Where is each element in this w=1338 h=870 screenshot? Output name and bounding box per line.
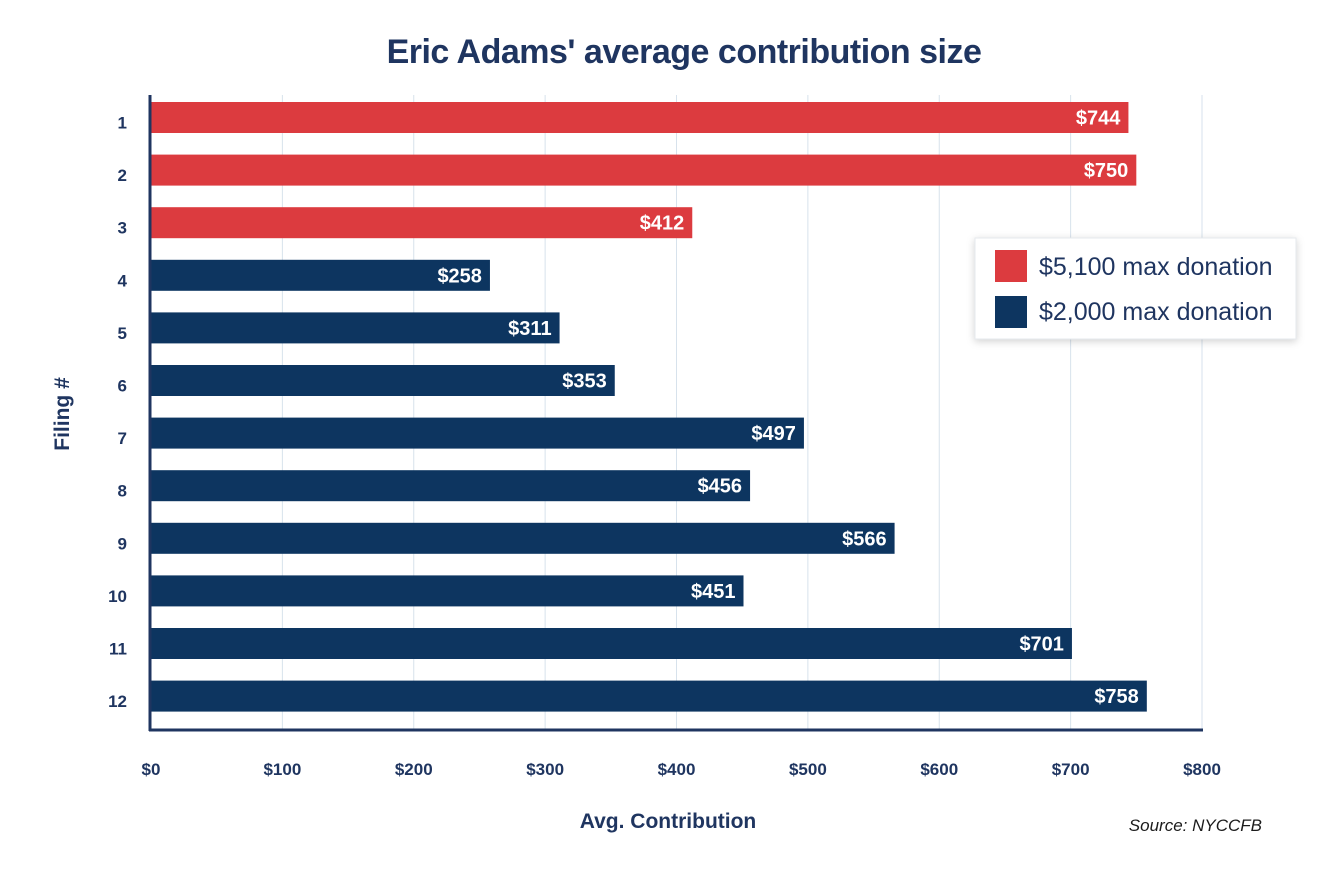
bar-value-label: $311: [508, 318, 551, 340]
bar: [151, 522, 895, 554]
bar: [151, 312, 560, 344]
x-tick-labels: $0 $100 $200 $300 $400 $500 $600 $700 $800: [142, 760, 1221, 779]
bar: [151, 575, 744, 607]
bar: [151, 365, 615, 396]
x-tick-label: $400: [658, 760, 696, 779]
bar-value-label: $456: [698, 476, 743, 498]
y-tick-label: 12: [108, 692, 127, 711]
x-tick-label: $600: [920, 760, 958, 779]
legend-swatch-red: [995, 250, 1027, 282]
legend-swatch-navy: [995, 296, 1027, 328]
y-axis-label: Filing #: [51, 377, 74, 451]
legend-box: [974, 237, 1297, 340]
legend-label-2000: $2,000 max donation: [1039, 298, 1273, 326]
bar: [151, 154, 1137, 186]
y-tick-label: 4: [118, 271, 128, 290]
y-tick-label: 11: [109, 640, 127, 659]
y-tick-label: 10: [108, 587, 127, 606]
bar-value-label: $258: [437, 265, 482, 287]
y-tick-label: 6: [118, 377, 127, 396]
bar-value-label: $750: [1084, 160, 1129, 182]
grid-lines: [281, 95, 1203, 731]
legend: $5,100 max donation $2,000 max donation: [974, 237, 1297, 340]
legend-label-5100: $5,100 max donation: [1039, 253, 1273, 281]
bar: [151, 680, 1147, 712]
y-tick-label: 9: [118, 534, 127, 553]
bar-value-label: $566: [842, 528, 887, 550]
bar: [151, 628, 1072, 659]
bar-value-label: $758: [1094, 686, 1139, 708]
x-tick-label: $300: [526, 760, 564, 779]
chart-title: Eric Adams' average contribution size: [387, 33, 982, 71]
y-tick-label: 3: [118, 219, 127, 238]
bar: [151, 470, 751, 502]
y-tick-label: 1: [118, 114, 127, 133]
bar: [151, 259, 490, 291]
bar-value-label: $744: [1076, 108, 1121, 130]
source-note: Source: NYCCFB: [1129, 816, 1262, 835]
x-tick-label: $700: [1052, 760, 1090, 779]
x-tick-label: $0: [142, 760, 161, 779]
bars: [151, 102, 1147, 712]
bar-value-label: $412: [640, 213, 685, 235]
y-tick-label: 5: [118, 324, 127, 343]
y-tick-label: 8: [118, 482, 127, 501]
x-tick-label: $500: [789, 760, 827, 779]
x-tick-label: $100: [263, 760, 301, 779]
bar-value-label: $451: [691, 581, 736, 603]
x-tick-label: $200: [395, 760, 433, 779]
bar-value-label: $497: [751, 423, 796, 445]
bar: [151, 207, 693, 239]
y-tick-label: 2: [118, 166, 127, 185]
x-tick-label: $800: [1183, 760, 1221, 779]
bar-value-label: $353: [562, 371, 607, 393]
y-tick-label: 7: [118, 429, 127, 448]
bar: [151, 417, 804, 449]
bar: [151, 102, 1129, 133]
bar-labels: $744 $750 $412 $258 $311 $353 $497 $456 $566 $451…: [437, 108, 1138, 709]
bar-value-label: $701: [1019, 634, 1064, 656]
x-axis-label: Avg. Contribution: [580, 810, 757, 833]
